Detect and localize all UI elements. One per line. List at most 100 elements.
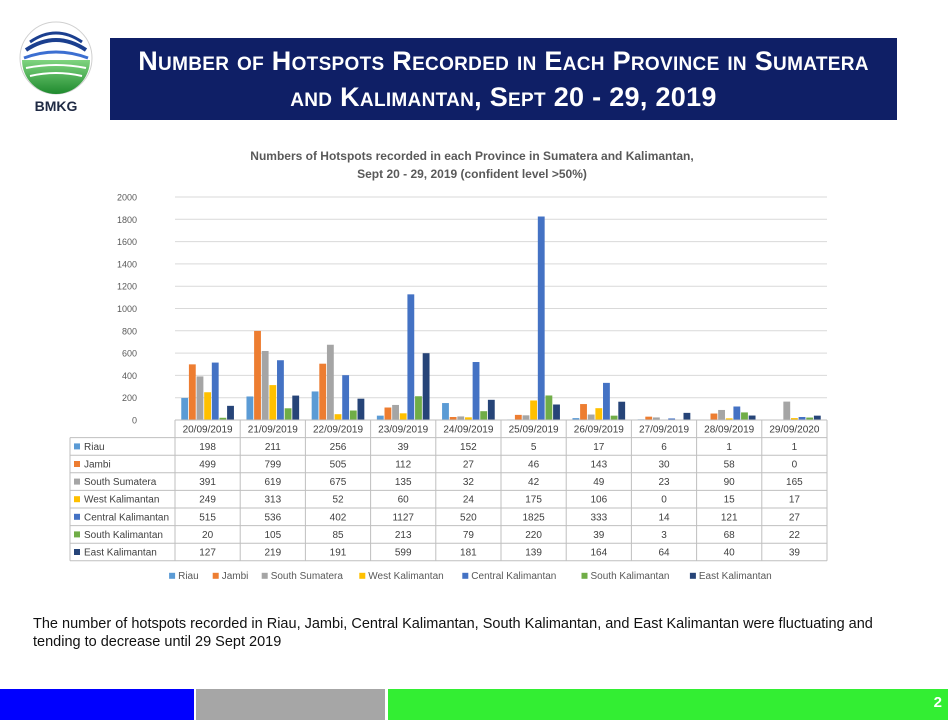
- x-tick-label: 29/09/2020: [769, 425, 819, 436]
- data-label: 135: [395, 477, 412, 488]
- bar-west-kalimantan: [790, 418, 798, 420]
- data-label: 17: [593, 442, 605, 453]
- footer-bar-gray: [196, 689, 385, 720]
- data-label: 49: [593, 477, 605, 488]
- page-number: 2: [933, 694, 942, 711]
- bar-riau: [442, 403, 449, 420]
- bmkg-emblem-icon: [19, 21, 93, 95]
- data-label: 1: [792, 442, 798, 453]
- data-label: 68: [724, 530, 736, 541]
- bar-west-kalimantan: [334, 414, 342, 420]
- x-tick-label: 24/09/2019: [443, 425, 493, 436]
- data-label: 24: [463, 495, 475, 506]
- bar-south-kalimantan: [349, 410, 357, 420]
- legend-label: Central Kalimantan: [471, 571, 556, 582]
- data-label: 5: [531, 442, 537, 453]
- data-label: 391: [199, 477, 216, 488]
- x-tick-label: 22/09/2019: [313, 425, 363, 436]
- y-tick-label: 200: [122, 393, 137, 403]
- x-tick-label: 20/09/2019: [183, 425, 233, 436]
- legend-label: Jambi: [222, 571, 249, 582]
- data-label: 1127: [392, 512, 414, 523]
- data-label: 27: [463, 460, 475, 471]
- data-label: 313: [264, 495, 281, 506]
- bar-south-sumatera: [261, 350, 269, 420]
- data-label: 39: [398, 442, 410, 453]
- bar-jambi: [580, 404, 587, 420]
- bar-jambi: [710, 413, 718, 420]
- bar-riau: [311, 391, 319, 420]
- bar-west-kalimantan: [399, 413, 407, 420]
- data-label: 14: [658, 512, 670, 523]
- bar-south-sumatera: [522, 415, 530, 420]
- data-label: 675: [330, 477, 347, 488]
- hotspot-chart: Numbers of Hotspots recorded in each Pro…: [69, 149, 828, 582]
- data-label: 39: [593, 530, 605, 541]
- data-label: 536: [264, 512, 281, 523]
- data-label: 220: [525, 530, 542, 541]
- bar-west-kalimantan: [595, 408, 603, 420]
- data-label: 90: [724, 477, 736, 488]
- bar-east-kalimantan: [422, 353, 430, 420]
- slide-title: Number of Hotspots Recorded in Each Prov…: [138, 46, 869, 112]
- bar-west-kalimantan: [530, 400, 538, 420]
- footer-bar-blue: [0, 689, 194, 720]
- data-label: 15: [724, 495, 736, 506]
- slide-caption: The number of hotspots recorded in Riau,…: [33, 616, 873, 650]
- data-label: 219: [264, 548, 281, 559]
- table-series-label: East Kalimantan: [84, 548, 157, 559]
- bar-central-kalimantan: [342, 375, 350, 420]
- slide-title-box: Number of Hotspots Recorded in Each Prov…: [110, 38, 897, 120]
- bar-east-kalimantan: [357, 398, 365, 420]
- bar-jambi: [254, 330, 261, 420]
- data-label: 256: [330, 442, 347, 453]
- bar-east-kalimantan: [292, 395, 300, 420]
- data-label: 333: [590, 512, 607, 523]
- chart-title: Numbers of Hotspots recorded in each Pro…: [250, 149, 693, 163]
- table-series-label: South Kalimantan: [84, 530, 163, 541]
- data-label: 121: [721, 512, 738, 523]
- legend-label: South Kalimantan: [591, 571, 670, 582]
- data-label: 52: [332, 495, 344, 506]
- table-series-label: Jambi: [84, 460, 111, 471]
- bar-riau: [181, 397, 189, 420]
- bar-south-sumatera: [392, 404, 399, 420]
- data-label: 213: [395, 530, 412, 541]
- legend-label: West Kalimantan: [368, 571, 443, 582]
- bar-south-kalimantan: [415, 396, 422, 420]
- legend-key: [462, 572, 469, 579]
- data-label: 105: [264, 530, 281, 541]
- legend-label: South Sumatera: [271, 571, 344, 582]
- table-series-label: South Sumatera: [84, 477, 157, 488]
- data-label: 23: [658, 477, 670, 488]
- data-label: 249: [199, 495, 216, 506]
- table-legend-key: [74, 496, 80, 503]
- bar-south-kalimantan: [741, 412, 748, 420]
- footer-bar-green: [388, 689, 948, 720]
- data-label: 32: [463, 477, 475, 488]
- bar-east-kalimantan: [748, 415, 756, 420]
- table-legend-key: [74, 478, 80, 485]
- bar-central-kalimantan: [668, 418, 676, 420]
- x-tick-label: 27/09/2019: [639, 425, 689, 436]
- bar-jambi: [384, 407, 392, 420]
- data-label: 515: [199, 512, 216, 523]
- bar-south-kalimantan: [219, 417, 227, 420]
- bar-south-sumatera: [326, 344, 334, 420]
- bar-east-kalimantan: [683, 412, 691, 420]
- bar-south-kalimantan: [545, 395, 553, 420]
- x-tick-label: 28/09/2019: [704, 425, 754, 436]
- bar-south-sumatera: [783, 401, 791, 420]
- y-tick-label: 600: [122, 349, 137, 359]
- data-label: 40: [724, 548, 736, 559]
- y-tick-label: 1400: [117, 259, 137, 269]
- data-label: 46: [528, 460, 540, 471]
- bar-riau: [572, 418, 580, 420]
- x-tick-label: 23/09/2019: [378, 425, 428, 436]
- chart-subtitle: Sept 20 - 29, 2019 (confident level >50%…: [357, 167, 587, 181]
- table-legend-key: [74, 513, 80, 520]
- bar-jambi: [449, 416, 457, 420]
- data-label: 42: [528, 477, 540, 488]
- table-legend-key: [74, 461, 80, 467]
- bar-south-kalimantan: [480, 411, 488, 420]
